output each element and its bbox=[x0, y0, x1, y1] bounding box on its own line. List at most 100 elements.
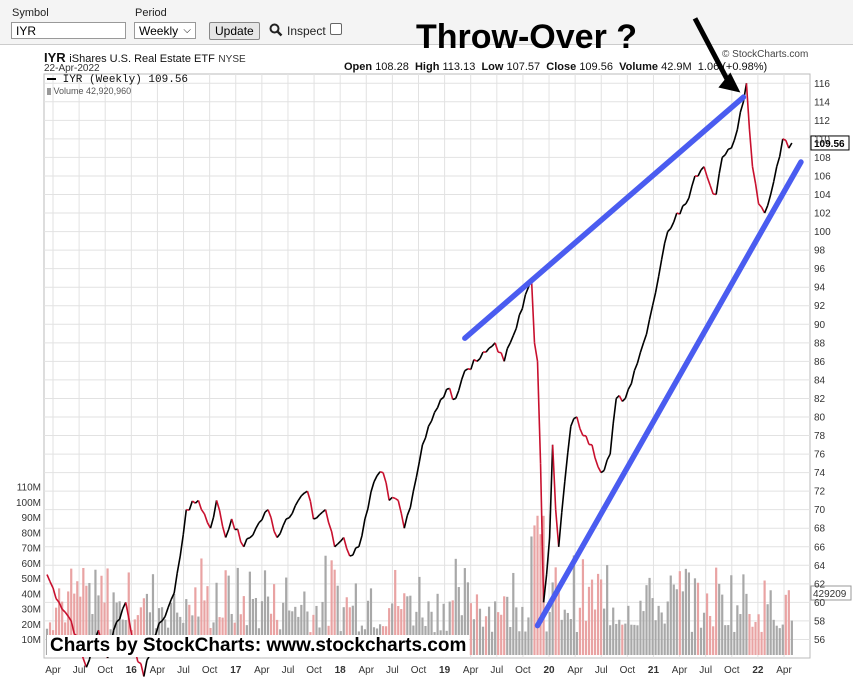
volume-bar bbox=[481, 626, 485, 655]
symbol-input[interactable]: IYR bbox=[11, 22, 126, 39]
price-segment bbox=[515, 314, 521, 329]
volume-bar bbox=[354, 583, 357, 655]
y-tick-label: 64 bbox=[814, 561, 826, 572]
volume-bar bbox=[572, 555, 575, 655]
chevron-down-icon: ⌵ bbox=[183, 25, 191, 36]
price-segment bbox=[739, 101, 745, 113]
close-value: 109.56 bbox=[579, 61, 613, 73]
price-segment bbox=[591, 444, 596, 459]
volume-bar bbox=[291, 611, 294, 655]
volume-bar bbox=[285, 577, 288, 655]
volume-bar bbox=[733, 631, 736, 655]
volume-bar bbox=[497, 612, 500, 655]
price-segment bbox=[733, 129, 739, 141]
volume-bar bbox=[436, 593, 439, 655]
volume-bar bbox=[606, 565, 609, 655]
volume-bar bbox=[263, 570, 267, 655]
price-segment bbox=[630, 370, 636, 384]
price-segment bbox=[479, 351, 484, 359]
price-segment bbox=[176, 555, 182, 574]
price-segment bbox=[318, 511, 324, 516]
annotation-arrow-head bbox=[718, 72, 741, 93]
volume-bar bbox=[260, 601, 264, 655]
x-tick-label: Jul bbox=[595, 665, 608, 676]
x-tick-label: 20 bbox=[543, 665, 555, 676]
y-tick-label: 90 bbox=[814, 320, 826, 331]
price-segment bbox=[252, 527, 257, 536]
volume-bar bbox=[348, 607, 351, 655]
volume-tick-label: 20M bbox=[22, 620, 41, 631]
volume-bar bbox=[663, 623, 666, 655]
price-segment bbox=[539, 463, 545, 603]
price-segment bbox=[82, 658, 88, 668]
volume-bar bbox=[82, 567, 85, 655]
volume-bar bbox=[748, 614, 751, 655]
price-segment bbox=[788, 142, 793, 149]
volume-bar bbox=[397, 605, 400, 655]
price-segment bbox=[61, 608, 66, 613]
volume-bar bbox=[751, 626, 754, 655]
update-button[interactable]: Update bbox=[209, 22, 260, 40]
price-segment bbox=[554, 509, 560, 547]
x-tick-label: Apr bbox=[150, 665, 166, 676]
price-segment bbox=[179, 534, 185, 557]
price-segment bbox=[334, 543, 339, 548]
volume-bar bbox=[645, 585, 648, 655]
period-select[interactable]: Weekly ⌵ bbox=[134, 22, 196, 39]
volume-bar bbox=[769, 590, 772, 655]
price-segment bbox=[663, 231, 669, 244]
price-segment bbox=[306, 490, 312, 502]
volume-bar bbox=[672, 584, 675, 655]
close-label: Close bbox=[546, 61, 577, 73]
volume-bar bbox=[415, 611, 418, 655]
x-tick-label: Oct bbox=[97, 665, 113, 676]
price-segment bbox=[236, 529, 242, 543]
volume-bar bbox=[639, 600, 642, 655]
volume-bar bbox=[557, 588, 560, 655]
price-segment bbox=[367, 491, 372, 509]
price-segment bbox=[488, 345, 493, 349]
volume-bar bbox=[487, 606, 491, 655]
price-segment bbox=[724, 148, 729, 156]
price-segment bbox=[730, 139, 736, 149]
volume-tick-label: 80M bbox=[22, 528, 41, 539]
price-segment bbox=[521, 294, 527, 309]
x-tick-label: Oct bbox=[515, 665, 531, 676]
volume-bar bbox=[145, 593, 149, 655]
toolbar: Symbol IYR Period Weekly ⌵ Update Inspec… bbox=[0, 0, 853, 45]
volume-bar bbox=[742, 574, 745, 655]
price-segment bbox=[494, 342, 499, 353]
high-value: 113.13 bbox=[442, 61, 476, 73]
volume-bar bbox=[593, 609, 597, 655]
price-segment bbox=[609, 423, 615, 455]
price-segment bbox=[436, 399, 442, 408]
price-segment bbox=[276, 533, 281, 538]
volume-bar bbox=[603, 608, 606, 655]
price-segment bbox=[560, 481, 566, 513]
volume-bar bbox=[266, 596, 270, 655]
price-segment bbox=[645, 319, 651, 335]
price-segment bbox=[215, 500, 221, 511]
price-segment bbox=[657, 259, 663, 277]
price-segment bbox=[418, 444, 424, 462]
volume-bar bbox=[560, 619, 563, 655]
price-segment bbox=[594, 457, 599, 468]
volume-bar bbox=[79, 596, 82, 655]
volume-bar bbox=[215, 582, 218, 655]
inspect-checkbox[interactable] bbox=[330, 23, 342, 35]
watermark: © StockCharts.com bbox=[722, 49, 809, 60]
volume-bar bbox=[170, 602, 173, 655]
price-segment bbox=[406, 507, 412, 516]
volume-bar bbox=[566, 612, 569, 655]
x-tick-label: Apr bbox=[359, 665, 375, 676]
volume-bar bbox=[239, 614, 242, 655]
volume-bar bbox=[699, 627, 703, 655]
volume-bar bbox=[512, 572, 515, 655]
price-segment bbox=[288, 512, 293, 519]
price-segment bbox=[542, 574, 548, 603]
y-tick-label: 60 bbox=[814, 598, 826, 609]
price-segment bbox=[548, 444, 554, 538]
volume-bar bbox=[648, 577, 651, 655]
price-segment bbox=[424, 426, 430, 439]
